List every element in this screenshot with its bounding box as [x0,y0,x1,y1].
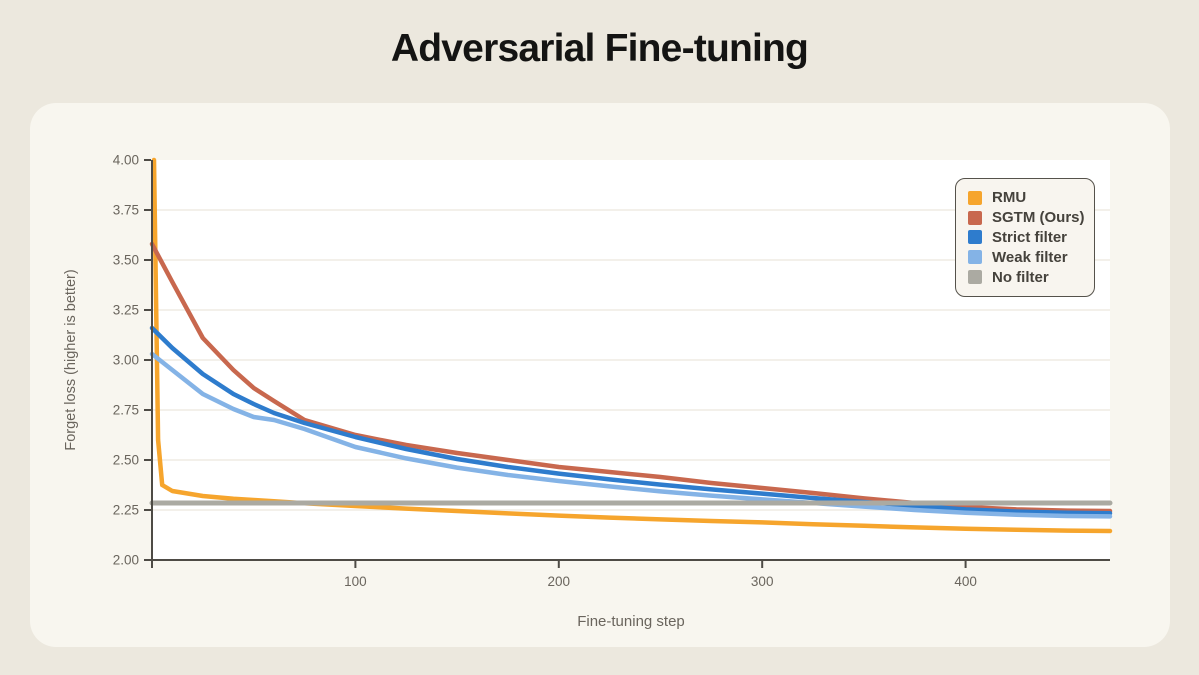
y-tick-label: 2.75 [113,403,139,418]
legend-item-strict-filter: Strict filter [968,228,1084,248]
x-tick-label: 200 [548,574,571,589]
series-line-strict-filter [149,325,1113,516]
legend-swatch-weak-filter [968,250,982,265]
legend-item-rmu: RMU [968,188,1084,208]
page-title: Adversarial Fine-tuning [390,27,809,70]
y-tick-label: 2.25 [113,503,139,518]
chart-card: 4.00 3.75 3.50 3.25 3.00 2.75 2.50 2.25 2.00 100 2… [30,103,1170,647]
y-tick-label: 3.00 [113,353,139,368]
legend-item-weak-filter: Weak filter [968,247,1084,267]
y-tick-label: 3.75 [113,203,139,218]
legend: RMU SGTM (Ours) Strict filter Weak filter No… [955,178,1095,297]
y-tick-label: 4.00 [113,153,139,168]
legend-item-sgtm-ours: SGTM (Ours) [968,208,1085,228]
x-tick-label: 300 [751,574,774,589]
y-tick-label: 2.50 [113,453,139,468]
legend-label: RMU [992,189,1027,207]
legend-label: Weak filter [992,248,1068,266]
y-tick-label: 3.50 [113,253,139,268]
line-chart: 4.00 3.75 3.50 3.25 3.00 2.75 2.50 2.25 2.00 100 2… [63,153,1113,630]
y-tick-label: 3.25 [113,303,139,318]
y-tick-label: 2.00 [113,553,139,568]
legend-label: Strict filter [992,228,1068,246]
x-tick-label: 400 [954,574,977,589]
legend-label: SGTM (Ours) [992,209,1085,227]
legend-swatch-strict-filter [968,230,982,245]
series-line-weak-filter [149,351,1113,519]
legend-swatch-rmu [968,190,982,205]
y-axis-title: Forget loss (higher is better) [63,269,79,450]
series-line-rmu [151,157,1113,534]
x-axis-title: Fine-tuning step [577,613,685,630]
legend-swatch-no-filter [968,270,982,285]
legend-item-no-filter: No filter [968,267,1084,287]
x-tick-label: 100 [344,574,367,589]
legend-label: No filter [992,268,1049,286]
legend-swatch-sgtm-ours [968,210,982,225]
